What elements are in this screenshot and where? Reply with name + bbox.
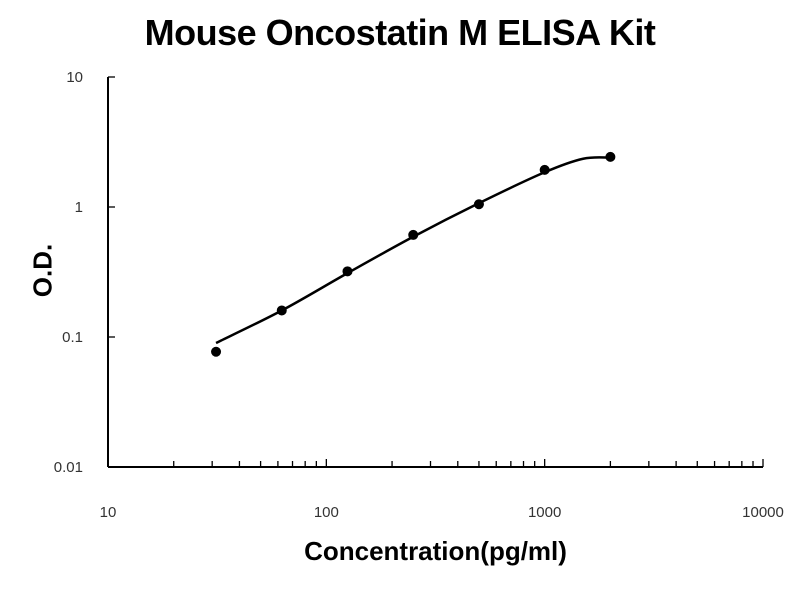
x-tick-label: 10000 [742, 504, 784, 521]
y-tick-label: 0.1 [62, 329, 83, 346]
x-tick-label: 10 [100, 504, 117, 521]
data-point [605, 151, 616, 162]
y-tick-label: 1 [75, 199, 83, 216]
fitted-curve [215, 156, 611, 345]
x-tick-label: 100 [314, 504, 339, 521]
data-point [276, 305, 287, 316]
data-point [342, 266, 353, 277]
y-tick-label: 10 [66, 69, 83, 86]
data-point [539, 164, 550, 175]
chart-title: Mouse Oncostatin M ELISA Kit [144, 12, 656, 53]
y-axis-label: O.D. [27, 243, 58, 298]
data-point [408, 229, 419, 240]
x-tick-label: 1000 [528, 504, 561, 521]
data-point [473, 199, 484, 210]
y-tick-label: 0.01 [54, 459, 83, 476]
x-axis-label: Concentration(pg/ml) [304, 536, 567, 566]
data-point [211, 346, 222, 357]
